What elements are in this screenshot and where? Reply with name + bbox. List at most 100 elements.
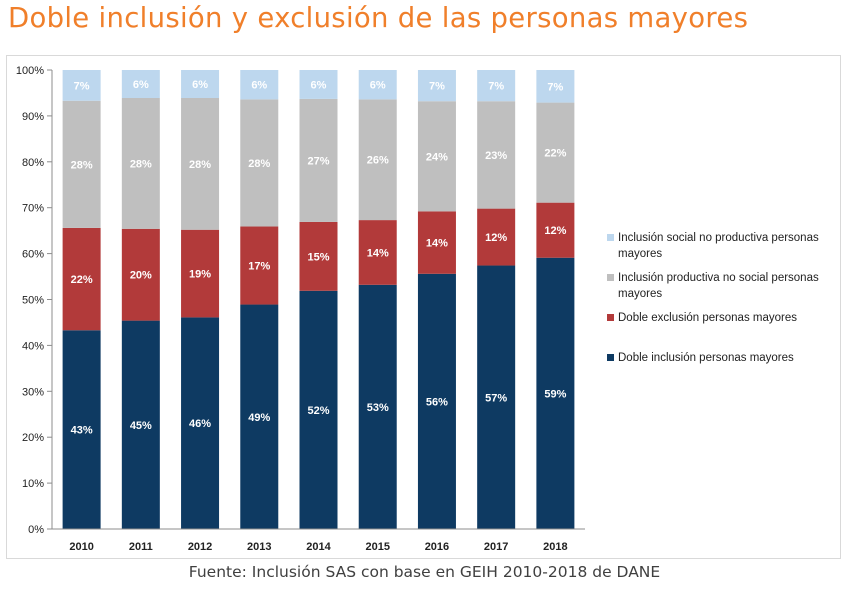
bar-segment-0-2010 (62, 330, 101, 529)
y-tick-label: 40% (22, 340, 44, 352)
y-tick-label: 20% (22, 432, 44, 444)
bar-data-label: 28% (189, 159, 211, 171)
bar-segment-2-2015 (358, 99, 397, 221)
bar-segment-1-2017 (477, 208, 516, 266)
bar-data-label: 7% (74, 80, 90, 92)
bar-data-label: 52% (307, 405, 329, 417)
bar-data-label: 7% (429, 81, 445, 93)
bar-data-label: 23% (485, 150, 507, 162)
bar-segment-0-2014 (299, 290, 338, 529)
x-tick-label: 2017 (484, 541, 508, 553)
x-tick-label: 2010 (69, 541, 93, 553)
bar-data-label: 22% (71, 274, 93, 286)
bar-data-label: 20% (130, 270, 152, 282)
x-tick-label: 2014 (306, 541, 331, 553)
bar-segment-0-2011 (121, 320, 160, 529)
bar-data-label: 17% (248, 261, 270, 273)
bar-segment-1-2010 (62, 227, 101, 331)
y-tick-label: 0% (28, 524, 44, 536)
bar-data-label: 26% (367, 155, 389, 167)
bar-segment-3-2015 (358, 70, 397, 100)
y-tick-label: 100% (16, 65, 44, 77)
bar-data-label: 14% (426, 238, 448, 250)
bar-data-label: 28% (71, 159, 93, 171)
legend-swatch (607, 234, 614, 241)
bar-data-label: 15% (307, 251, 329, 263)
bar-segment-2-2010 (62, 100, 101, 228)
x-tick-label: 2018 (543, 541, 567, 553)
bar-data-label: 12% (544, 225, 566, 237)
bar-data-label: 12% (485, 232, 507, 244)
bar-segment-1-2018 (536, 202, 575, 258)
y-tick-label: 50% (22, 295, 44, 307)
bar-data-label: 24% (426, 151, 448, 163)
bar-data-label: 7% (488, 81, 504, 93)
bar-data-label: 6% (251, 80, 267, 92)
bar-segment-3-2010 (62, 70, 101, 101)
bar-data-label: 27% (307, 155, 329, 167)
y-tick-label: 10% (22, 478, 44, 490)
bar-data-label: 45% (130, 420, 152, 432)
bar-data-label: 53% (367, 402, 389, 414)
bar-segment-2-2014 (299, 98, 338, 222)
bar-data-label: 19% (189, 269, 211, 281)
bar-segment-0-2012 (181, 317, 220, 529)
legend-label: Inclusión productiva no social personas (618, 272, 819, 284)
bar-segment-2-2017 (477, 101, 516, 209)
bar-data-label: 6% (133, 79, 149, 91)
legend-label: Doble inclusión personas mayores (618, 352, 794, 364)
bar-segment-0-2016 (417, 273, 456, 529)
y-tick-label: 90% (22, 111, 44, 123)
bar-segment-3-2016 (417, 70, 456, 102)
bar-data-label: 56% (426, 396, 448, 408)
bar-segment-0-2015 (358, 284, 397, 529)
bar-data-label: 22% (544, 148, 566, 160)
page-title: Doble inclusión y exclusión de las perso… (8, 2, 749, 34)
bar-segment-1-2016 (417, 211, 456, 274)
legend-swatch (607, 274, 614, 281)
y-tick-label: 30% (22, 386, 44, 398)
bar-data-label: 59% (544, 388, 566, 400)
bar-segment-1-2013 (240, 226, 279, 305)
bar-data-label: 28% (130, 158, 152, 170)
legend-swatch (607, 314, 614, 321)
bar-segment-0-2017 (477, 265, 516, 529)
chart-frame (6, 55, 841, 559)
bar-segment-0-2018 (536, 257, 575, 529)
bar-segment-2-2018 (536, 102, 575, 203)
bar-data-label: 6% (311, 79, 327, 91)
y-tick-label: 70% (22, 203, 44, 215)
x-tick-label: 2012 (188, 541, 212, 553)
bar-segment-3-2012 (181, 70, 220, 98)
bar-segment-0-2013 (240, 304, 279, 529)
bar-data-label: 46% (189, 418, 211, 430)
x-tick-label: 2013 (247, 541, 271, 553)
y-tick-label: 60% (22, 249, 44, 261)
legend-label: Inclusión social no productiva personas (618, 232, 819, 244)
bar-segment-1-2015 (358, 220, 397, 285)
bar-data-label: 6% (370, 80, 386, 92)
bar-segment-3-2013 (240, 70, 279, 100)
bar-data-label: 49% (248, 412, 270, 424)
source-note: Fuente: Inclusión SAS con base en GEIH 2… (188, 563, 661, 581)
bar-segment-1-2012 (181, 229, 220, 318)
bar-segment-3-2011 (121, 70, 160, 98)
bar-data-label: 28% (248, 158, 270, 170)
x-tick-label: 2011 (129, 541, 153, 553)
bar-segment-2-2011 (121, 97, 160, 229)
bar-data-label: 43% (71, 425, 93, 437)
bar-segment-1-2014 (299, 221, 338, 291)
legend-label: mayores (618, 248, 662, 260)
bar-segment-3-2014 (299, 70, 338, 99)
bar-data-label: 6% (192, 79, 208, 91)
legend-swatch (607, 354, 614, 361)
bar-segment-3-2017 (477, 70, 516, 102)
legend-label: Doble exclusión personas mayores (618, 312, 797, 324)
y-tick-label: 80% (22, 157, 44, 169)
legend-label: mayores (618, 288, 662, 300)
bar-data-label: 57% (485, 392, 507, 404)
bar-data-label: 7% (547, 81, 563, 93)
bar-segment-3-2018 (536, 70, 575, 103)
bar-segment-1-2011 (121, 228, 160, 321)
